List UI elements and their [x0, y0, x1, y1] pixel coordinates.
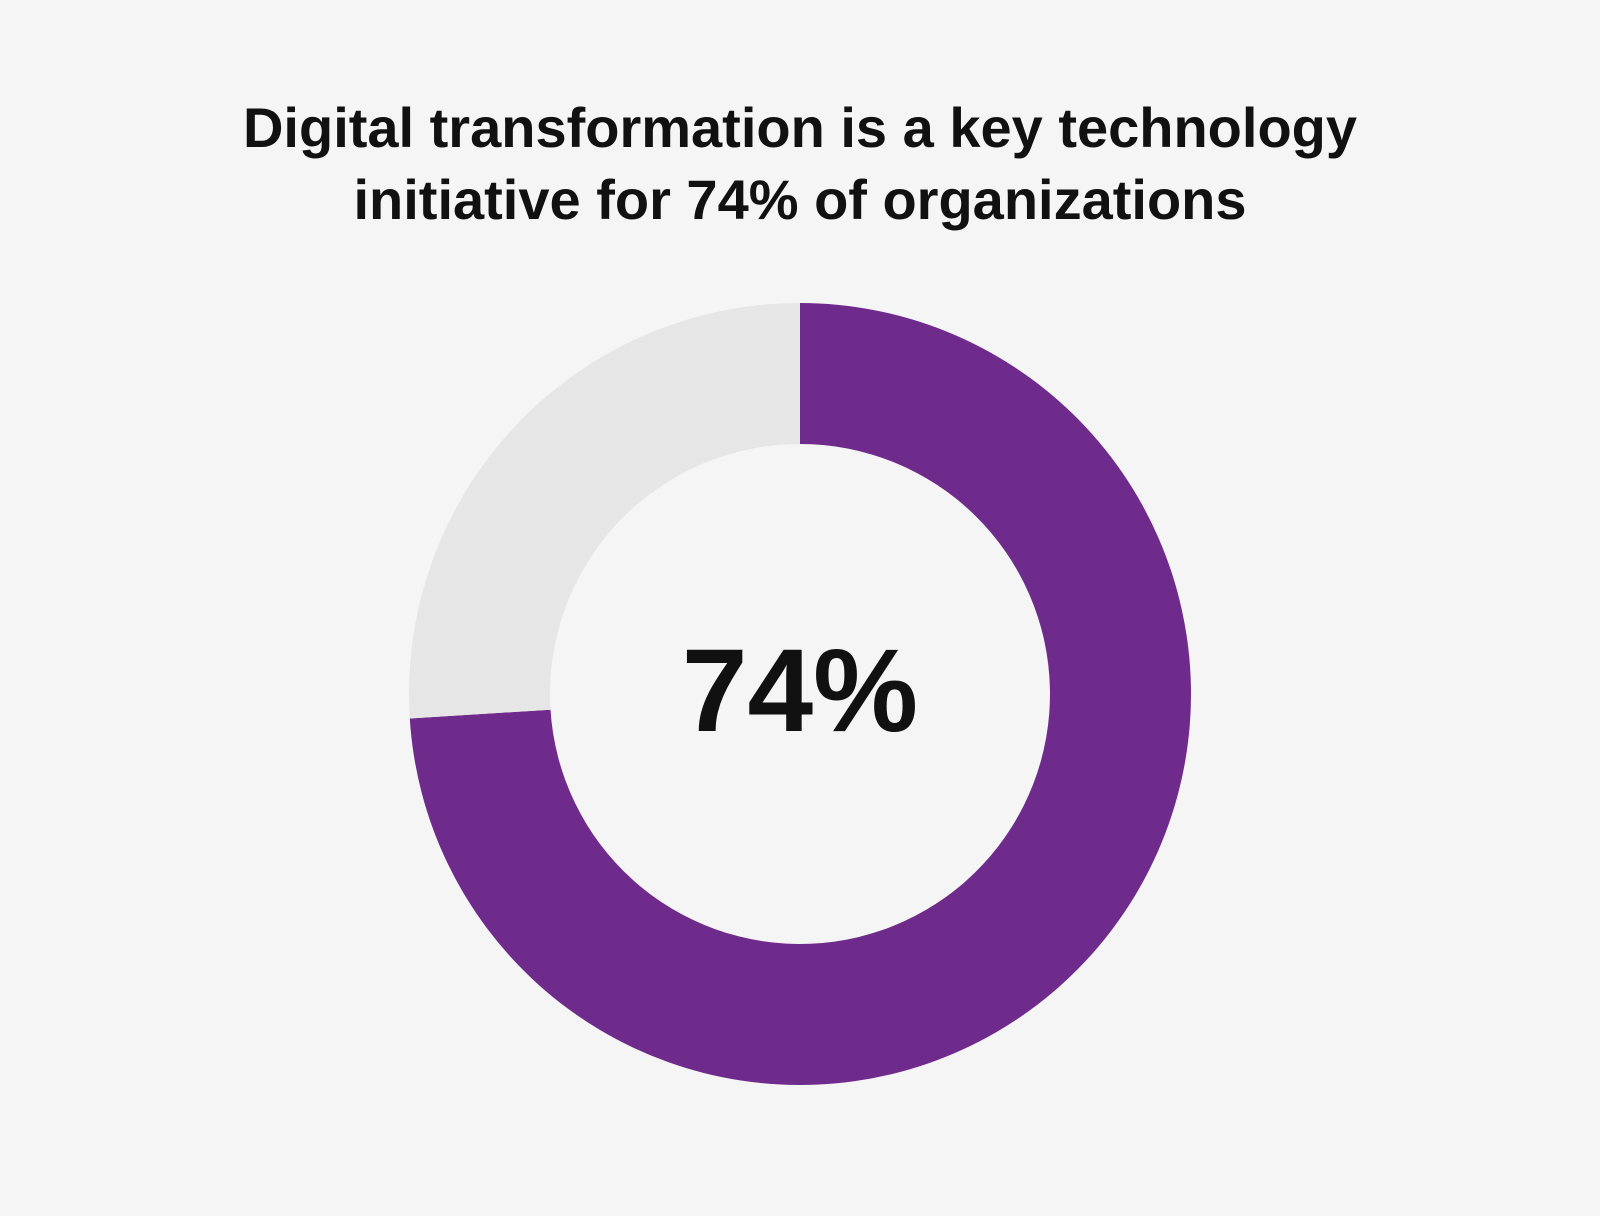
donut-segment: [409, 303, 1191, 1086]
chart-title: Digital transformation is a key technolo…: [242, 96, 1357, 231]
center-label: 74%: [682, 625, 918, 757]
donut-segment: [409, 303, 800, 719]
